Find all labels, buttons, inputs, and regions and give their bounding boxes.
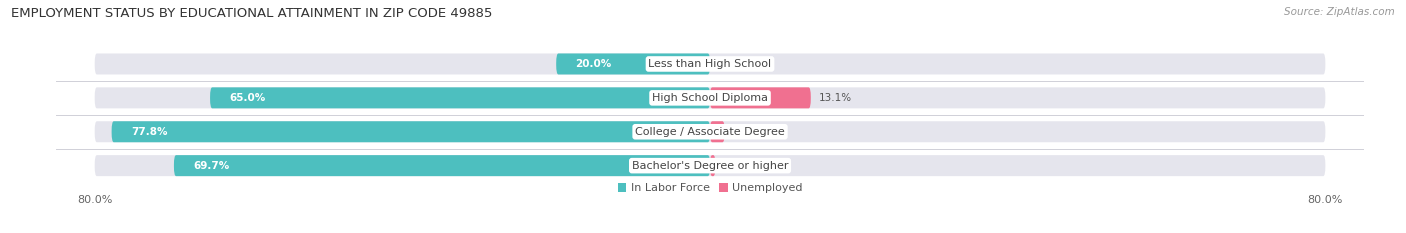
Text: 69.7%: 69.7%: [193, 161, 229, 171]
FancyBboxPatch shape: [710, 155, 716, 176]
Text: 20.0%: 20.0%: [575, 59, 612, 69]
FancyBboxPatch shape: [94, 121, 1326, 142]
FancyBboxPatch shape: [710, 87, 811, 108]
Text: 65.0%: 65.0%: [229, 93, 266, 103]
Text: Source: ZipAtlas.com: Source: ZipAtlas.com: [1284, 7, 1395, 17]
Text: Less than High School: Less than High School: [648, 59, 772, 69]
Text: 0.7%: 0.7%: [723, 161, 749, 171]
FancyBboxPatch shape: [174, 155, 710, 176]
Text: 0.0%: 0.0%: [717, 59, 744, 69]
Text: 13.1%: 13.1%: [818, 93, 852, 103]
FancyBboxPatch shape: [94, 53, 1326, 75]
FancyBboxPatch shape: [94, 155, 1326, 176]
Text: EMPLOYMENT STATUS BY EDUCATIONAL ATTAINMENT IN ZIP CODE 49885: EMPLOYMENT STATUS BY EDUCATIONAL ATTAINM…: [11, 7, 492, 20]
Text: College / Associate Degree: College / Associate Degree: [636, 127, 785, 137]
FancyBboxPatch shape: [557, 53, 710, 75]
Text: 77.8%: 77.8%: [131, 127, 167, 137]
Text: Bachelor's Degree or higher: Bachelor's Degree or higher: [631, 161, 789, 171]
FancyBboxPatch shape: [94, 87, 1326, 108]
FancyBboxPatch shape: [209, 87, 710, 108]
Legend: In Labor Force, Unemployed: In Labor Force, Unemployed: [617, 182, 803, 193]
FancyBboxPatch shape: [111, 121, 710, 142]
Text: 1.9%: 1.9%: [733, 127, 759, 137]
Text: High School Diploma: High School Diploma: [652, 93, 768, 103]
FancyBboxPatch shape: [710, 121, 724, 142]
